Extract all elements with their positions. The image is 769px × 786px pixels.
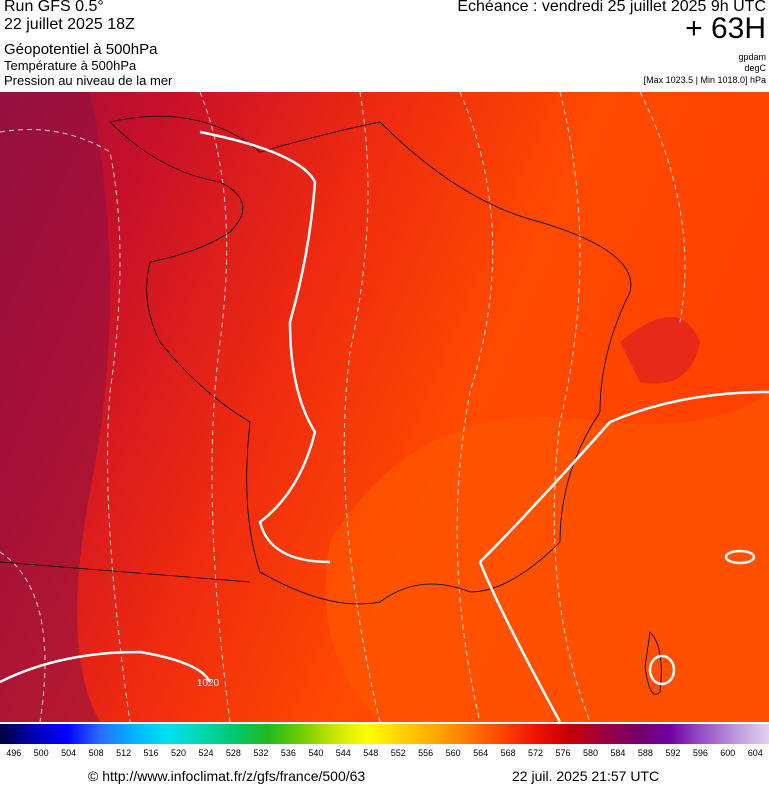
- credit: © http://www.infoclimat.fr/z/gfs/france/…: [88, 768, 366, 784]
- field-label: Géopotentiel à 500hPa: [4, 41, 158, 58]
- field-fill: [325, 392, 769, 722]
- color-bar-label: 496: [6, 748, 22, 758]
- offset: + 63H: [685, 12, 766, 45]
- color-bar-label: 584: [610, 748, 626, 758]
- run-date: 22 juillet 2025 18Z: [4, 16, 135, 33]
- isobars: [0, 130, 769, 722]
- color-bar-label: 572: [528, 748, 544, 758]
- color-bar-label: 548: [363, 748, 379, 758]
- field-fill: [620, 317, 700, 384]
- unit: [Max 1023.5 | Min 1018.0] hPa: [643, 75, 766, 85]
- color-bar-label: 524: [198, 748, 214, 758]
- borders: [0, 115, 662, 695]
- echeance: Echéance : vendredi 25 juillet 2025 9h U…: [457, 0, 766, 15]
- run-title: Run GFS 0.5°: [4, 0, 104, 15]
- timestamp: 22 juil. 2025 21:57 UTC: [512, 768, 660, 784]
- color-bar-label: 544: [335, 748, 351, 758]
- color-bar-label: 504: [61, 748, 77, 758]
- color-bar-label: 556: [418, 748, 434, 758]
- color-bar-label: 528: [225, 748, 241, 758]
- color-bar-label: 568: [500, 748, 516, 758]
- color-bar-label: 512: [116, 748, 132, 758]
- color-bar-label: 560: [445, 748, 461, 758]
- color-bar-label: 536: [280, 748, 296, 758]
- isobar-label: 1020: [197, 678, 220, 689]
- color-bar-label: 576: [555, 748, 571, 758]
- color-bar-label: 516: [143, 748, 159, 758]
- color-bar: [0, 724, 769, 744]
- color-bar-label: 580: [582, 748, 598, 758]
- color-bar-label: 540: [308, 748, 324, 758]
- color-bar-label: 604: [747, 748, 763, 758]
- color-bar-labels: 496 500 504 508 512 516 520 524 528 532 536 540 544 5…: [0, 748, 769, 762]
- color-bar-label: 592: [665, 748, 681, 758]
- color-bar-label: 600: [720, 748, 736, 758]
- color-bar-label: 500: [33, 748, 49, 758]
- field-label: Température à 500hPa: [4, 58, 137, 73]
- color-bar-label: 532: [253, 748, 269, 758]
- color-bar-label: 596: [692, 748, 708, 758]
- color-bar-label: 520: [171, 748, 187, 758]
- field-label: Pression au niveau de la mer: [4, 73, 173, 88]
- color-bar-label: 552: [390, 748, 406, 758]
- color-bar-label: 588: [637, 748, 653, 758]
- unit: gpdam: [738, 52, 766, 62]
- weather-map: 1020: [0, 92, 769, 722]
- unit: degC: [744, 63, 766, 73]
- color-bar-label: 508: [88, 748, 104, 758]
- color-bar-label: 564: [473, 748, 489, 758]
